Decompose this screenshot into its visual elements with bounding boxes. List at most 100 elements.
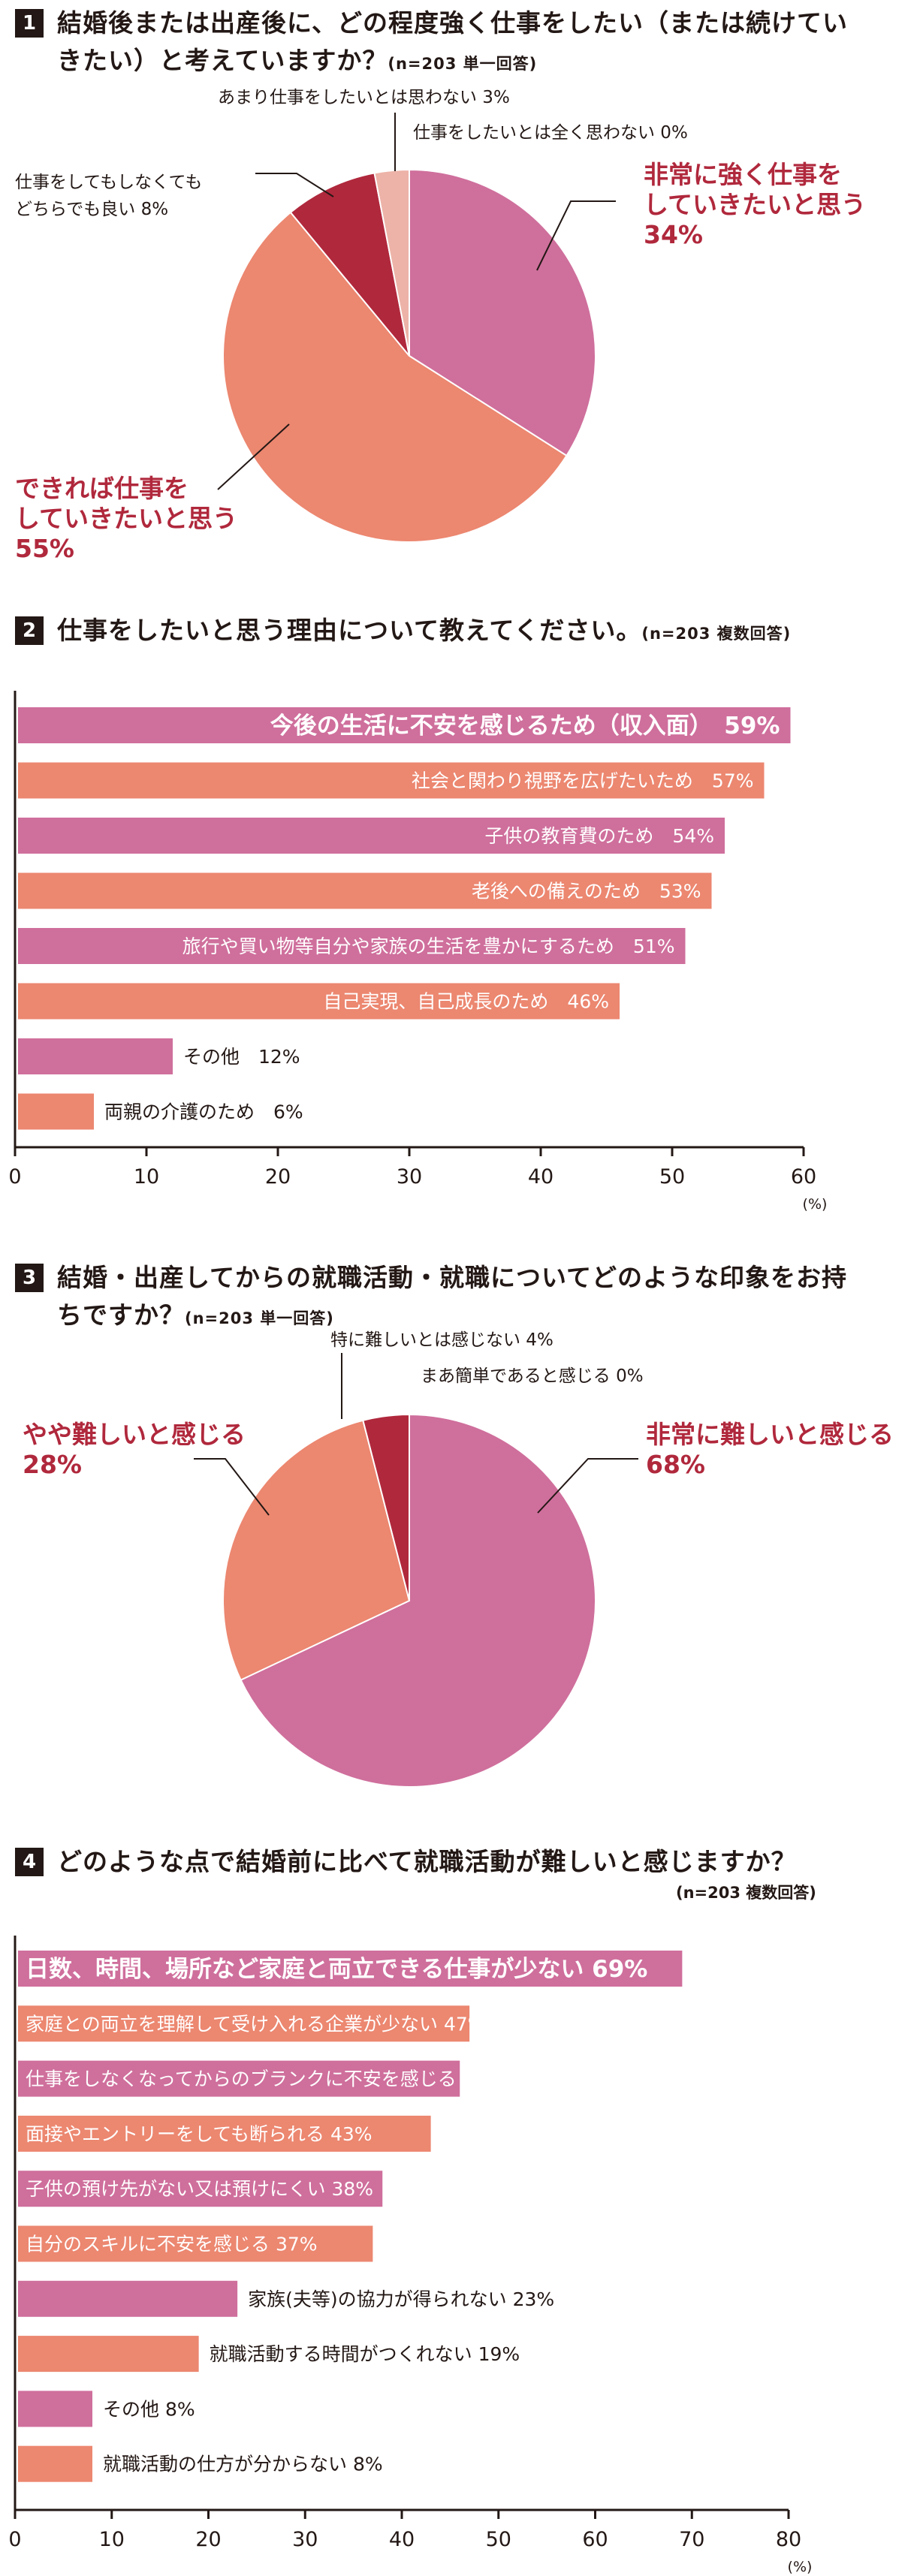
q1-pie-leader-1 [217,423,290,490]
q4-tick-label-0: 0 [8,2528,21,2551]
q4-title: どのような点で結婚前に比べて就職活動が難しいと感じますか？ [57,1847,797,1876]
q4-tick-label-4: 40 [389,2528,415,2551]
q1-heading: 1 結婚後または出産後に、どの程度強く仕事をしたい（または続けてい きたい）と考… [15,5,848,83]
q2-subnote: (n=203 複数回答) [641,625,792,643]
q1-pie-chart: 非常に強く仕事をしていきたいと思う34%できれば仕事をしていきたいと思う55%仕… [15,88,866,563]
q4-tick-label-5: 50 [486,2528,511,2551]
q4-bar-8 [18,2391,92,2427]
q1-pie-label-0-line-0: 非常に強く仕事を [644,160,842,189]
q4-tick-label-1: 10 [99,2528,125,2551]
q4-tick-label-7: 70 [679,2528,704,2551]
q2-tick-label-2: 20 [265,1165,291,1189]
q2-bar-1 [18,762,765,799]
q1-pie-label-0-line-1: していきたいと思う [644,190,866,219]
q2-bar-label-5: 自己実現、自己成長のため 46% [323,991,609,1013]
q1-pie-value-0: 34% [644,220,703,249]
q2-title: 仕事をしたいと思う理由について教えてください。(n=203 複数回答) [57,612,791,652]
q3-pie-slice-0 [240,1413,596,1788]
q4-bar-label-1: 家庭との両立を理解して受け入れる企業が少ない 47% [26,2013,486,2035]
q2-bar-label-2: 子供の教育費のため 54% [484,825,714,847]
q1-pie-value-1: 55% [15,534,74,563]
q4-bar-2 [18,2060,460,2097]
q2-bar-label-7: 両親の介護のため 6% [104,1101,303,1123]
q3-pie-value-1: 28% [23,1450,82,1479]
q1-pie-slice-1 [222,211,568,543]
q2-tick-label-4: 40 [528,1165,553,1189]
q1-pie-slice-2 [289,172,410,357]
q1-title-line2: きたい）と考えていますか？ [57,46,388,75]
q1-number: 1 [15,9,44,38]
q3-pie-label-1-line-0: やや難しいと感じる [23,1420,246,1449]
q1-title: 結婚後または出産後に、どの程度強く仕事をしたい（または続けてい きたい）と考えて… [57,5,848,83]
q4-bar-label-7: 就職活動する時間がつくれない 19% [210,2343,520,2365]
q4-bar-label-6: 家族(夫等)の協力が得られない 23% [248,2288,554,2310]
q3-number: 3 [15,1264,44,1292]
q3-pie-leader-1 [194,1458,270,1516]
q4-bar-label-5: 自分のスキルに不安を感じる 37% [26,2234,318,2255]
q4-bar-label-0: 日数、時間、場所など家庭と両立できる仕事が少ない 69% [26,1956,647,1983]
q3-pie-label-2-line-0: 特に難しいとは感じない 4% [330,1330,553,1350]
q4-bar-9 [18,2445,92,2482]
q2-bar-label-0: 今後の生活に不安を感じるため（収入面） 59% [270,713,780,740]
q1-pie-leader-2 [255,173,334,197]
q3-pie-label-0-line-0: 非常に難しいと感じる [646,1420,894,1449]
q2-tick-label-5: 50 [659,1165,685,1189]
q1-pie-label-4-line-0: 仕事をしたいとは全く思わない 0% [413,123,688,143]
q2-bar-6 [18,1038,173,1074]
q2-bar-4 [18,928,686,964]
q2-tick-label-1: 10 [134,1165,159,1189]
q3-subnote: (n=203 単一回答) [185,1309,334,1327]
q4-bar-3 [18,2115,431,2152]
q1-pie-label-1-line-0: できれば仕事を [15,474,189,503]
q2-bar-7 [18,1093,94,1130]
q2-bar-label-3: 老後への備えのため 53% [472,881,701,902]
q2-bar-5 [18,983,620,1020]
q3-title: 結婚・出産してからの就職活動・就職についてどのような印象をお持 ちですか？(n=… [57,1259,847,1337]
q4-bar-label-3: 面接やエントリーをしても断られる 43% [26,2123,373,2145]
q3-title-line1: 結婚・出産してからの就職活動・就職についてどのような印象をお持 [57,1263,848,1292]
q3-pie-value-0: 68% [646,1450,705,1479]
q2-bar-3 [18,872,712,909]
q1-pie-slice-0 [409,168,596,457]
q3-pie-leader-0 [537,1458,638,1514]
q3-pie-slice-1 [222,1419,411,1681]
q2-heading: 2 仕事をしたいと思う理由について教えてください。(n=203 複数回答) [15,612,791,652]
q4-heading: 4 どのような点で結婚前に比べて就職活動が難しいと感じますか？ [15,1843,797,1881]
q1-pie-label-2-line-1: どちらでも良い 8% [15,200,168,219]
q4-bar-0 [18,1951,683,1987]
q2-bar-label-6: その他 12% [183,1046,300,1068]
q4-tick-label-8: 80 [776,2528,801,2551]
q4-tick-label-6: 60 [582,2528,608,2551]
q4-subnote: (n=203 複数回答) [676,1884,816,1902]
q1-pie-slice-3 [373,168,410,357]
q2-number: 2 [15,616,44,645]
q2-bar-label-1: 社会と関わり視野を広げたいため 57% [412,770,754,792]
q2-title-text: 仕事をしたいと思う理由について教えてください。 [57,616,642,645]
q2-bar-chart: 今後の生活に不安を感じるため（収入面） 59% 社会と関わり視野を広げたいため 5… [8,691,828,1213]
q2-unit-label: (%) [803,1196,828,1213]
q1-subnote: (n=203 単一回答) [388,55,538,73]
q4-bar-7 [18,2336,199,2373]
q4-bar-label-4: 子供の預け先がない又は預けにくい 38% [26,2178,373,2200]
q3-heading: 3 結婚・出産してからの就職活動・就職についてどのような印象をお持 ちですか？(… [15,1259,847,1337]
q4-tick-label-3: 30 [292,2528,318,2551]
q4-tick-label-2: 20 [195,2528,221,2551]
q2-bar-2 [18,818,725,854]
q4-bar-5 [18,2225,373,2262]
q2-bar-0 [18,707,791,743]
q2-tick-label-3: 30 [397,1165,422,1189]
q1-title-line1: 結婚後または出産後に、どの程度強く仕事をしたい（または続けてい [57,8,849,38]
q4-bar-label-9: 就職活動の仕方が分からない 8% [103,2454,383,2475]
q1-pie-label-3-line-0: あまり仕事をしたいとは思わない 3% [218,88,510,107]
q4-bar-6 [18,2280,238,2317]
q4-bar-chart: 日数、時間、場所など家庭と両立できる仕事が少ない 69% 家庭との両立を理解して受… [8,1936,812,2575]
q3-pie-label-3-line-0: まあ簡単であると感じる 0% [421,1366,644,1386]
q3-pie-slice-2 [362,1413,410,1601]
q1-pie-label-2-line-0: 仕事をしてもしなくても [15,173,202,192]
q4-bar-label-2: 仕事をしなくなってからのブランクに不安を感じる 46% [26,2068,504,2090]
q4-bar-1 [18,2005,470,2042]
q4-bar-4 [18,2171,383,2207]
q1-pie-leader-0 [536,200,616,271]
q2-tick-label-6: 60 [791,1165,816,1189]
